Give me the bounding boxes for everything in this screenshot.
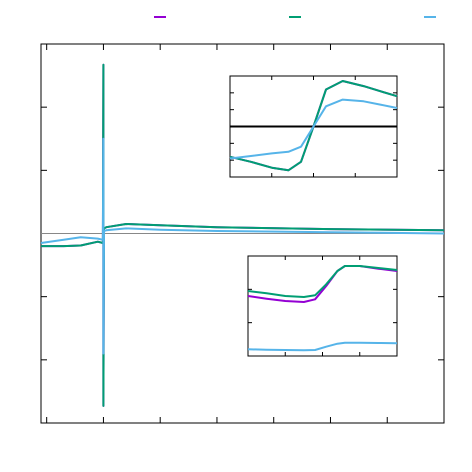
series-line <box>247 265 398 298</box>
plot-frame <box>247 255 398 357</box>
series-line <box>247 265 398 303</box>
series-line <box>247 341 398 352</box>
series-line <box>41 63 445 407</box>
series-line <box>229 98 398 160</box>
series-line <box>41 63 445 407</box>
series-line <box>40 137 445 355</box>
